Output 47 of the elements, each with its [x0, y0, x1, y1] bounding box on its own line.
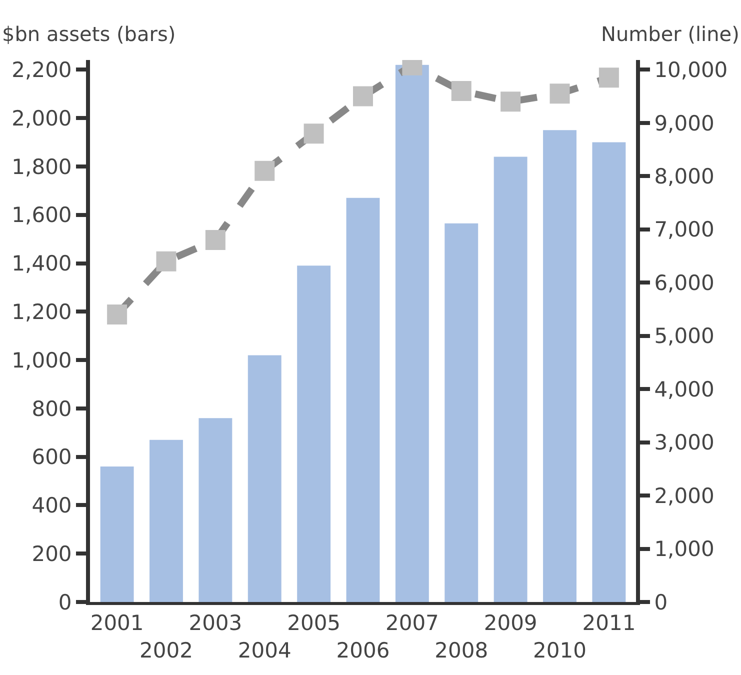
y-tick-label: 1,000 [12, 348, 72, 372]
y2-tick-label: 2,000 [654, 484, 714, 508]
y-tick-label: 1,800 [12, 154, 72, 179]
x-tick-label: 2011 [582, 611, 636, 636]
y-tick-label: 800 [32, 396, 72, 421]
y2-tick-label: 9,000 [654, 111, 714, 136]
y2-tick-label: 4,000 [654, 377, 714, 402]
bar [395, 64, 429, 602]
bar [198, 418, 232, 602]
x-tick-label: 2004 [238, 638, 292, 662]
x-tick-label: 2007 [385, 611, 439, 636]
y2-tick-label: 0 [654, 590, 668, 614]
x-tick-label: 2009 [484, 611, 538, 636]
bar [248, 355, 282, 602]
y2-tick-label: 6,000 [654, 270, 714, 295]
y2-tick-label: 7,000 [654, 218, 714, 242]
x-tick-label: 2003 [188, 611, 242, 636]
y-tick-label: 200 [32, 542, 72, 566]
y-tick-label: 0 [58, 590, 72, 614]
x-tick-label: 2005 [287, 611, 341, 636]
bar [346, 198, 380, 602]
y-tick-label: 400 [32, 494, 72, 518]
x-tick-label: 2002 [140, 638, 193, 662]
x-tick-label: 2006 [336, 638, 390, 662]
y2-tick-label: 10,000 [654, 58, 728, 82]
x-tick-label: 2001 [90, 611, 144, 636]
y-tick-label: 2,200 [12, 58, 72, 82]
bar [494, 156, 528, 602]
y2-axis-title: Number (line) [601, 22, 740, 46]
x-tick-label: 2010 [533, 638, 586, 662]
bar [592, 142, 626, 602]
y-tick-label: 2,000 [12, 106, 72, 130]
bar [444, 223, 478, 602]
y-tick-label: 1,200 [12, 300, 72, 324]
bar [100, 466, 134, 602]
y2-tick-label: 8,000 [654, 164, 714, 188]
y2-tick-label: 5,000 [654, 324, 714, 348]
y2-tick-label: 1,000 [654, 537, 714, 562]
x-tick-label: 2008 [434, 638, 488, 662]
y-tick-label: 1,400 [12, 252, 72, 276]
y-tick-label: 1,600 [12, 203, 72, 228]
y-axis-title: $bn assets (bars) [2, 22, 176, 46]
y2-tick-label: 3,000 [654, 430, 714, 455]
y-tick-label: 600 [32, 445, 72, 470]
bar [297, 266, 331, 602]
bar [543, 130, 576, 602]
bar [150, 440, 183, 602]
